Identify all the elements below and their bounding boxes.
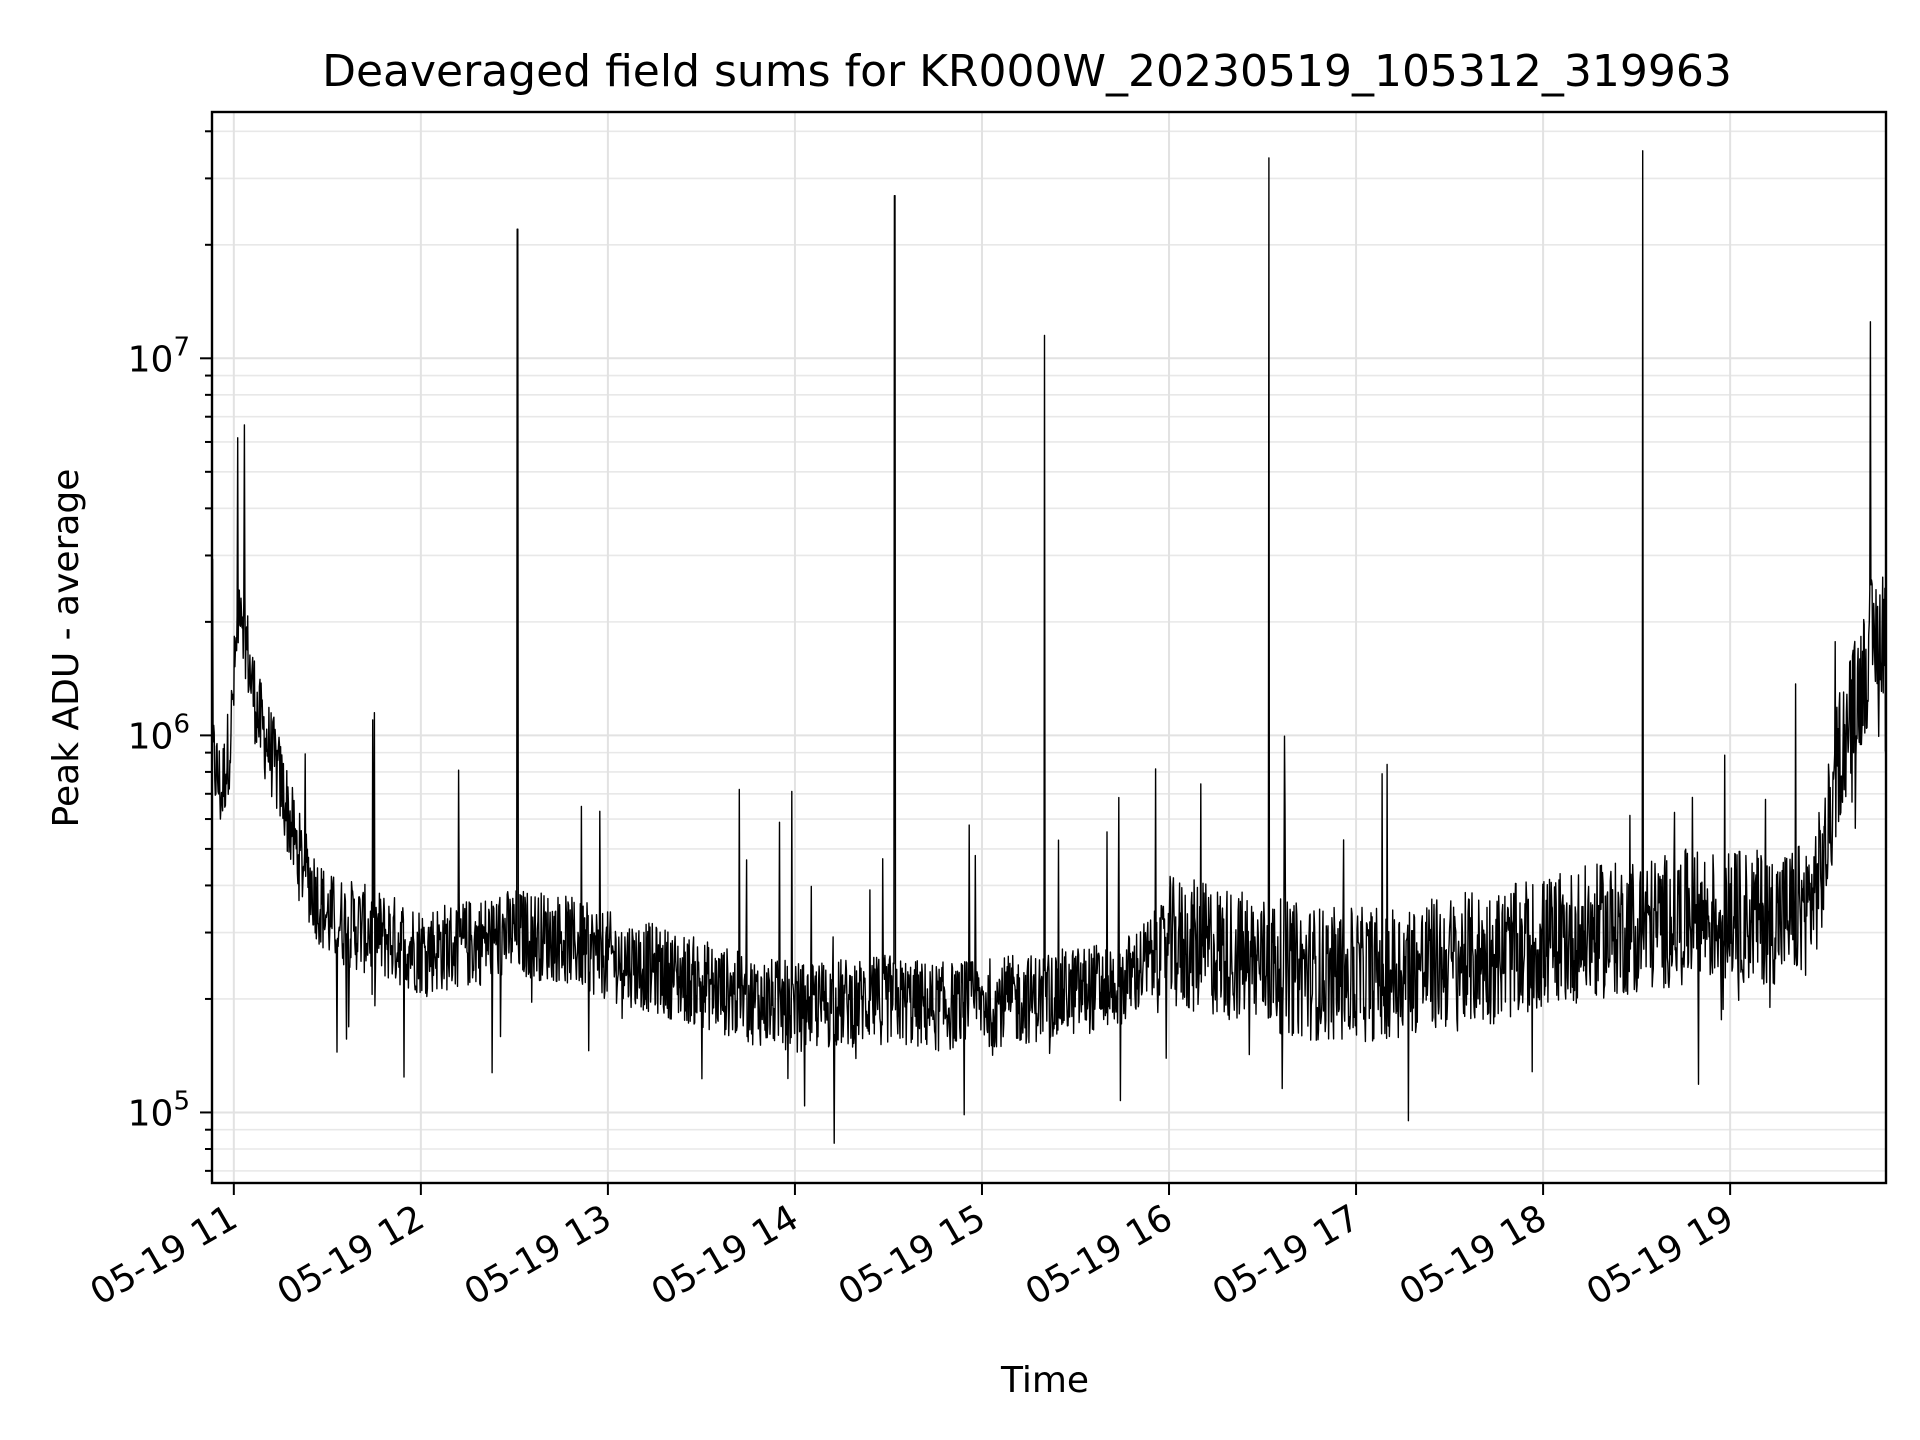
x-tick-label: 05-19 18 xyxy=(1393,1197,1554,1313)
plot-frame xyxy=(210,110,1888,1185)
x-tick-label: 05-19 12 xyxy=(271,1197,432,1313)
x-tick-label: 05-19 17 xyxy=(1206,1197,1367,1313)
x-tick-label: 05-19 19 xyxy=(1580,1197,1741,1313)
x-tick-label: 05-19 14 xyxy=(645,1197,806,1313)
x-tick-label: 05-19 13 xyxy=(458,1197,619,1313)
y-tick-label: 107 xyxy=(128,332,190,380)
x-tick-label: 05-19 16 xyxy=(1019,1197,1180,1313)
y-axis-label: Peak ADU - average xyxy=(46,469,87,828)
x-axis-label: Time xyxy=(1000,1360,1089,1401)
minor-gridlines xyxy=(212,130,1886,1172)
y-tick-exponent: 6 xyxy=(173,709,190,739)
chart-title: Deaveraged field sums for KR000W_2023051… xyxy=(322,46,1732,97)
y-tick-base: 10 xyxy=(128,1093,174,1134)
y-tick-exponent: 7 xyxy=(173,332,190,362)
y-tick-label: 106 xyxy=(128,709,190,757)
x-tick-label: 05-19 15 xyxy=(832,1197,993,1313)
x-tick-label: 05-19 11 xyxy=(84,1197,245,1313)
data-series xyxy=(211,150,1887,1144)
y-tick-base: 10 xyxy=(128,716,174,757)
y-tick-label: 105 xyxy=(128,1086,190,1134)
y-tick-exponent: 5 xyxy=(173,1086,190,1116)
series-line xyxy=(211,150,1887,1144)
x-axis-ticks: 05-19 11 05-19 12 05-19 13 05-19 14 05-19 15… xyxy=(84,1183,1741,1314)
y-tick-base: 10 xyxy=(128,339,174,380)
